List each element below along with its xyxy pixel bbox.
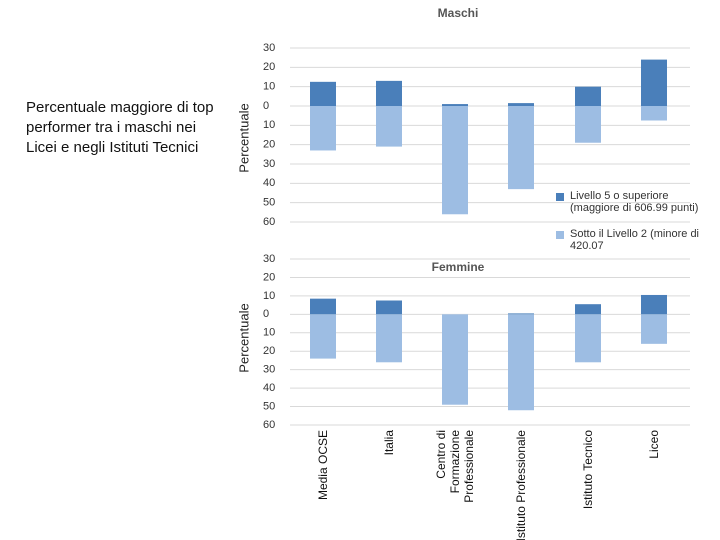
bar (442, 106, 468, 215)
y-tick-label: 0 (263, 308, 269, 320)
bar (575, 106, 601, 143)
bar (575, 304, 601, 315)
y-tick-label: 40 (263, 382, 275, 394)
y-tick-label: 60 (263, 419, 275, 431)
x-tick-label: Liceo (647, 430, 661, 459)
bar (575, 314, 601, 363)
bar (310, 314, 336, 359)
bar (508, 103, 534, 106)
y-tick-label: 50 (263, 400, 275, 412)
bar (508, 106, 534, 190)
y-tick-label: 30 (263, 253, 275, 265)
bar (641, 314, 667, 344)
y-tick-label: 30 (263, 42, 275, 54)
y-tick-label: 10 (263, 327, 275, 339)
bar (442, 314, 468, 405)
x-tick-label: Centro di Formazione Professionale (434, 430, 476, 503)
bar (641, 106, 667, 121)
bar (376, 106, 402, 147)
y-tick-label: 50 (263, 197, 275, 209)
legend-swatch (556, 193, 564, 201)
x-tick-label: Istituto Professionale (514, 430, 528, 540)
x-tick-label: Media OCSE (316, 430, 330, 501)
y-tick-label: 10 (263, 290, 275, 302)
y-tick-label: 20 (263, 139, 275, 151)
y-tick-label: 20 (263, 271, 275, 283)
y-axis-label: Percentuale (236, 103, 251, 172)
y-tick-label: 60 (263, 216, 275, 228)
bar (310, 106, 336, 151)
y-tick-label: 20 (263, 345, 275, 357)
bar (575, 86, 601, 106)
bar (442, 104, 468, 106)
legend-entry: Livello 5 o superiore (maggiore di 606.9… (556, 190, 710, 214)
bar (641, 294, 667, 315)
bar (310, 81, 336, 106)
bar (310, 298, 336, 315)
legend-entry: Sotto il Livello 2 (minore di 420.07 (556, 228, 710, 252)
y-tick-label: 0 (263, 100, 269, 112)
x-tick-label: Italia (382, 430, 396, 456)
y-tick-label: 10 (263, 119, 275, 131)
caption: Percentuale maggiore di top performer tr… (26, 99, 214, 156)
y-tick-label: 30 (263, 364, 275, 376)
bar (376, 314, 402, 363)
y-tick-label: 10 (263, 81, 275, 93)
y-tick-label: 40 (263, 177, 275, 189)
bar (641, 59, 667, 106)
x-tick-label: Istituto Tecnico (581, 430, 595, 510)
bar (376, 80, 402, 106)
bar (376, 300, 402, 315)
chart-title: Maschi (438, 6, 479, 20)
y-tick-label: 30 (263, 158, 275, 170)
bar (508, 314, 534, 411)
legend-swatch (556, 231, 564, 239)
chart-title: Femmine (432, 260, 485, 274)
y-tick-label: 20 (263, 61, 275, 73)
bar (508, 313, 534, 315)
y-axis-label: Percentuale (236, 303, 251, 372)
